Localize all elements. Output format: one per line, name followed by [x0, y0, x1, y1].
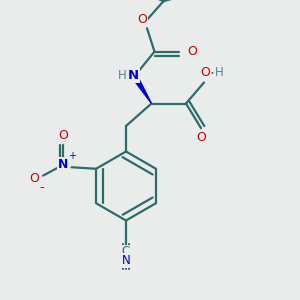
- Text: N: N: [128, 69, 139, 82]
- Text: H: H: [215, 66, 224, 80]
- Polygon shape: [133, 76, 152, 103]
- Text: +: +: [68, 151, 76, 161]
- Text: O: O: [30, 172, 40, 184]
- Text: N: N: [58, 158, 68, 171]
- Text: O: O: [138, 13, 147, 26]
- Text: C: C: [122, 245, 130, 258]
- Text: O: O: [188, 45, 197, 58]
- Text: H: H: [118, 69, 127, 82]
- Text: O: O: [201, 66, 210, 80]
- Text: O: O: [201, 66, 210, 80]
- Text: N: N: [122, 254, 130, 267]
- Text: O: O: [58, 129, 68, 142]
- Text: O: O: [197, 130, 206, 144]
- Text: H: H: [215, 66, 224, 80]
- Text: -: -: [39, 181, 44, 194]
